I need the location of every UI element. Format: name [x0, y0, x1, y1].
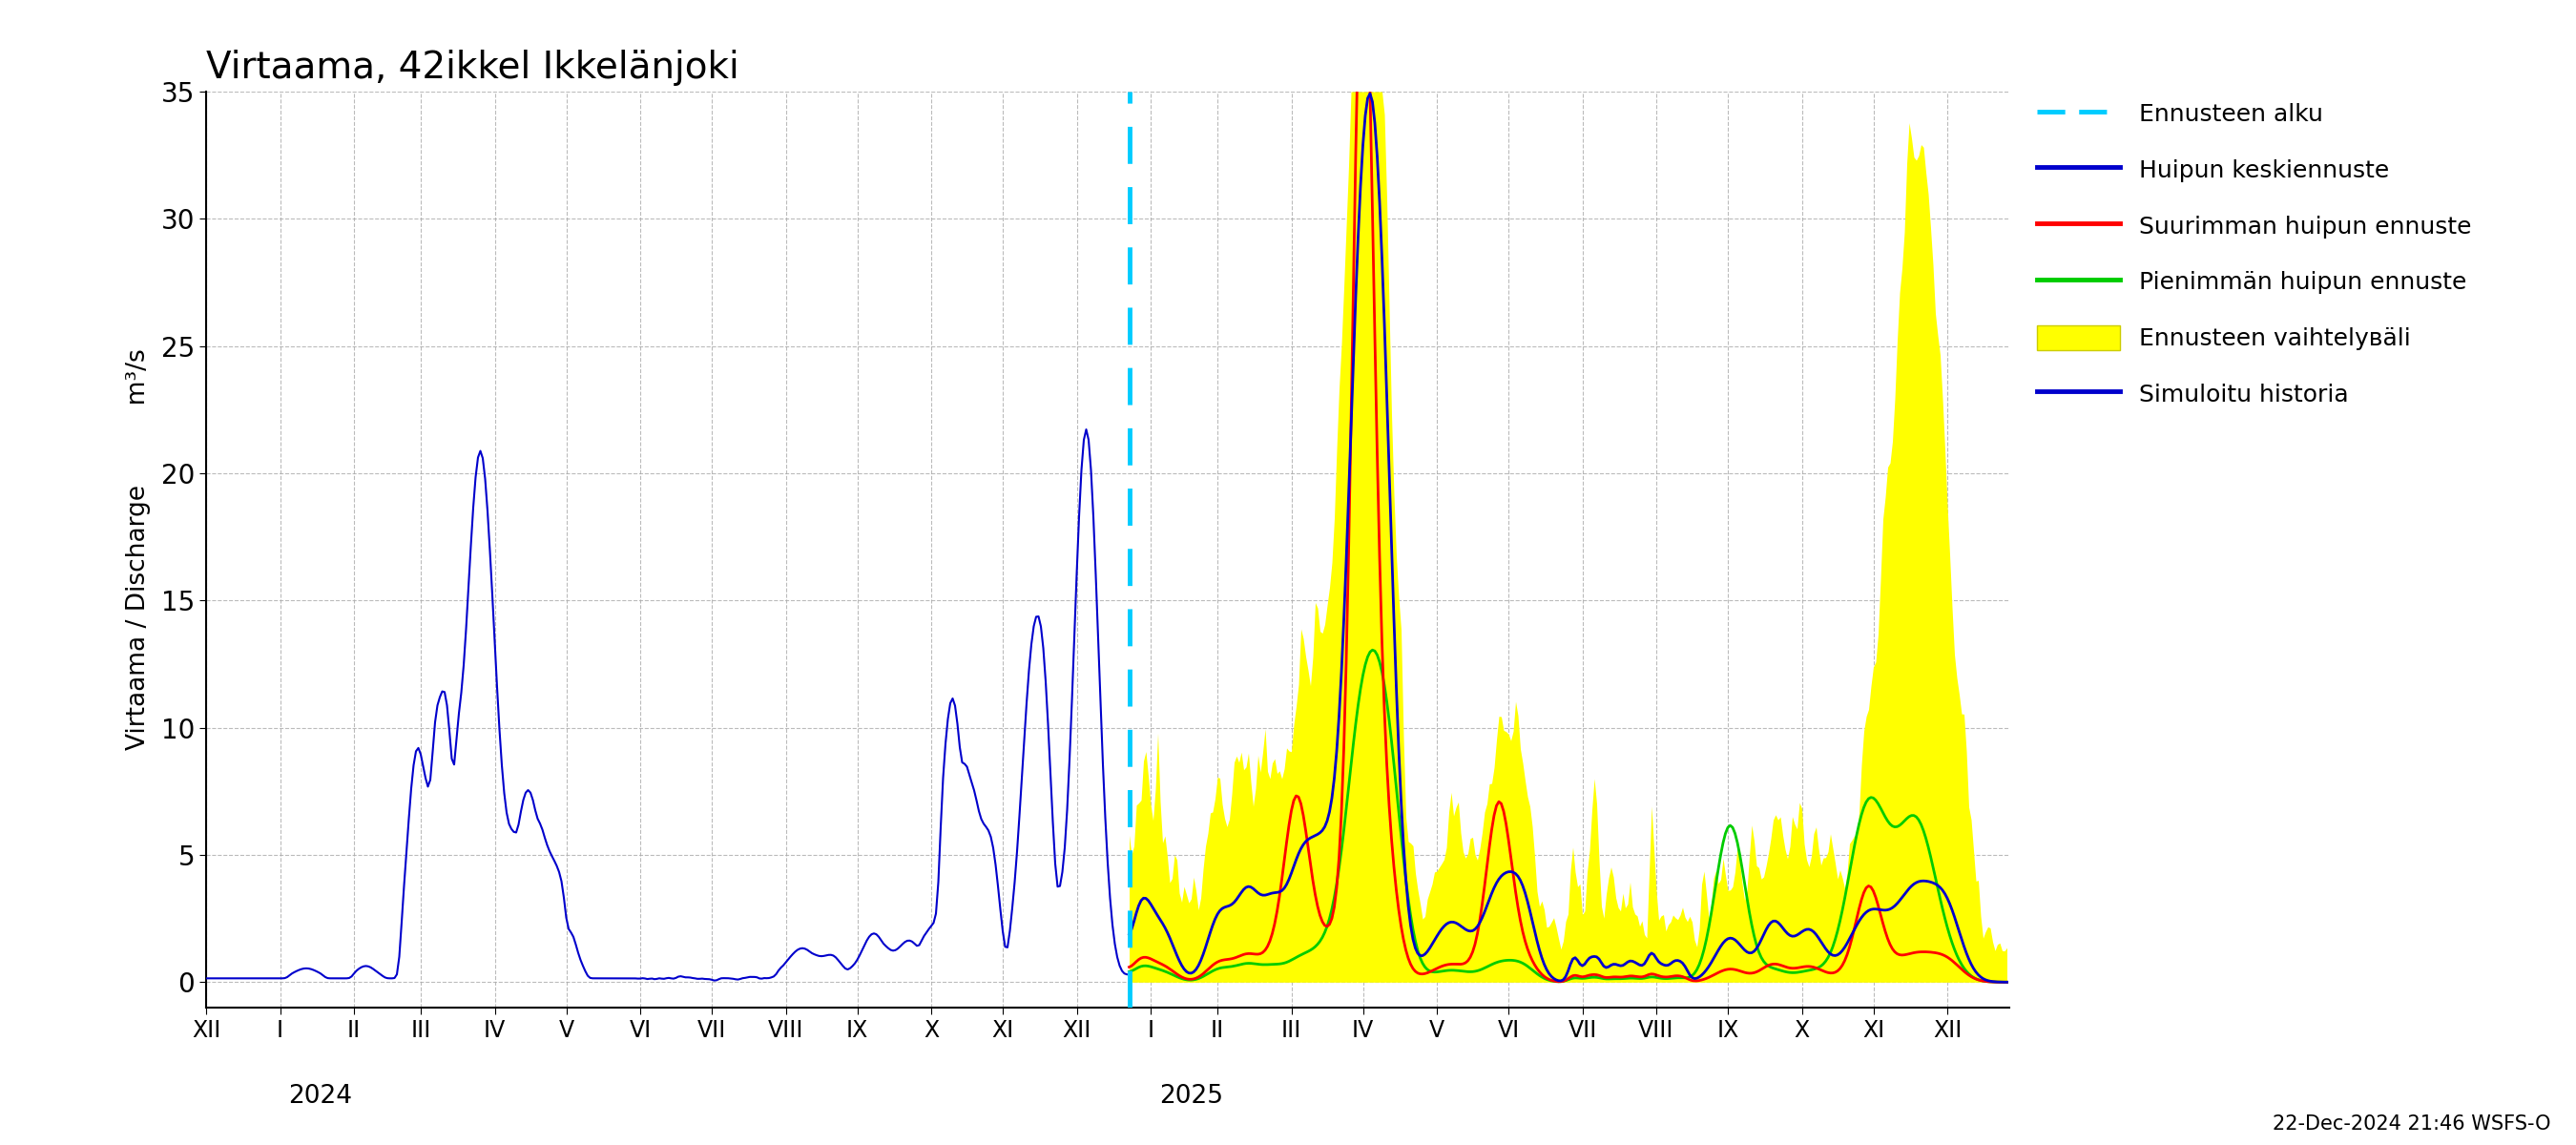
Legend: Ennusteen alku, Huipun keskiennuste, Suurimman huipun ennuste, Pienimmän huipun : Ennusteen alku, Huipun keskiennuste, Suu… — [2027, 92, 2481, 416]
Y-axis label: Virtaama / Discharge          m³/s: Virtaama / Discharge m³/s — [126, 349, 149, 750]
Text: 2025: 2025 — [1159, 1084, 1224, 1108]
Text: 22-Dec-2024 21:46 WSFS-O: 22-Dec-2024 21:46 WSFS-O — [2272, 1114, 2550, 1134]
Text: Virtaama, 42ikkel Ikkelänjoki: Virtaama, 42ikkel Ikkelänjoki — [206, 49, 739, 86]
Text: 2024: 2024 — [289, 1084, 353, 1108]
